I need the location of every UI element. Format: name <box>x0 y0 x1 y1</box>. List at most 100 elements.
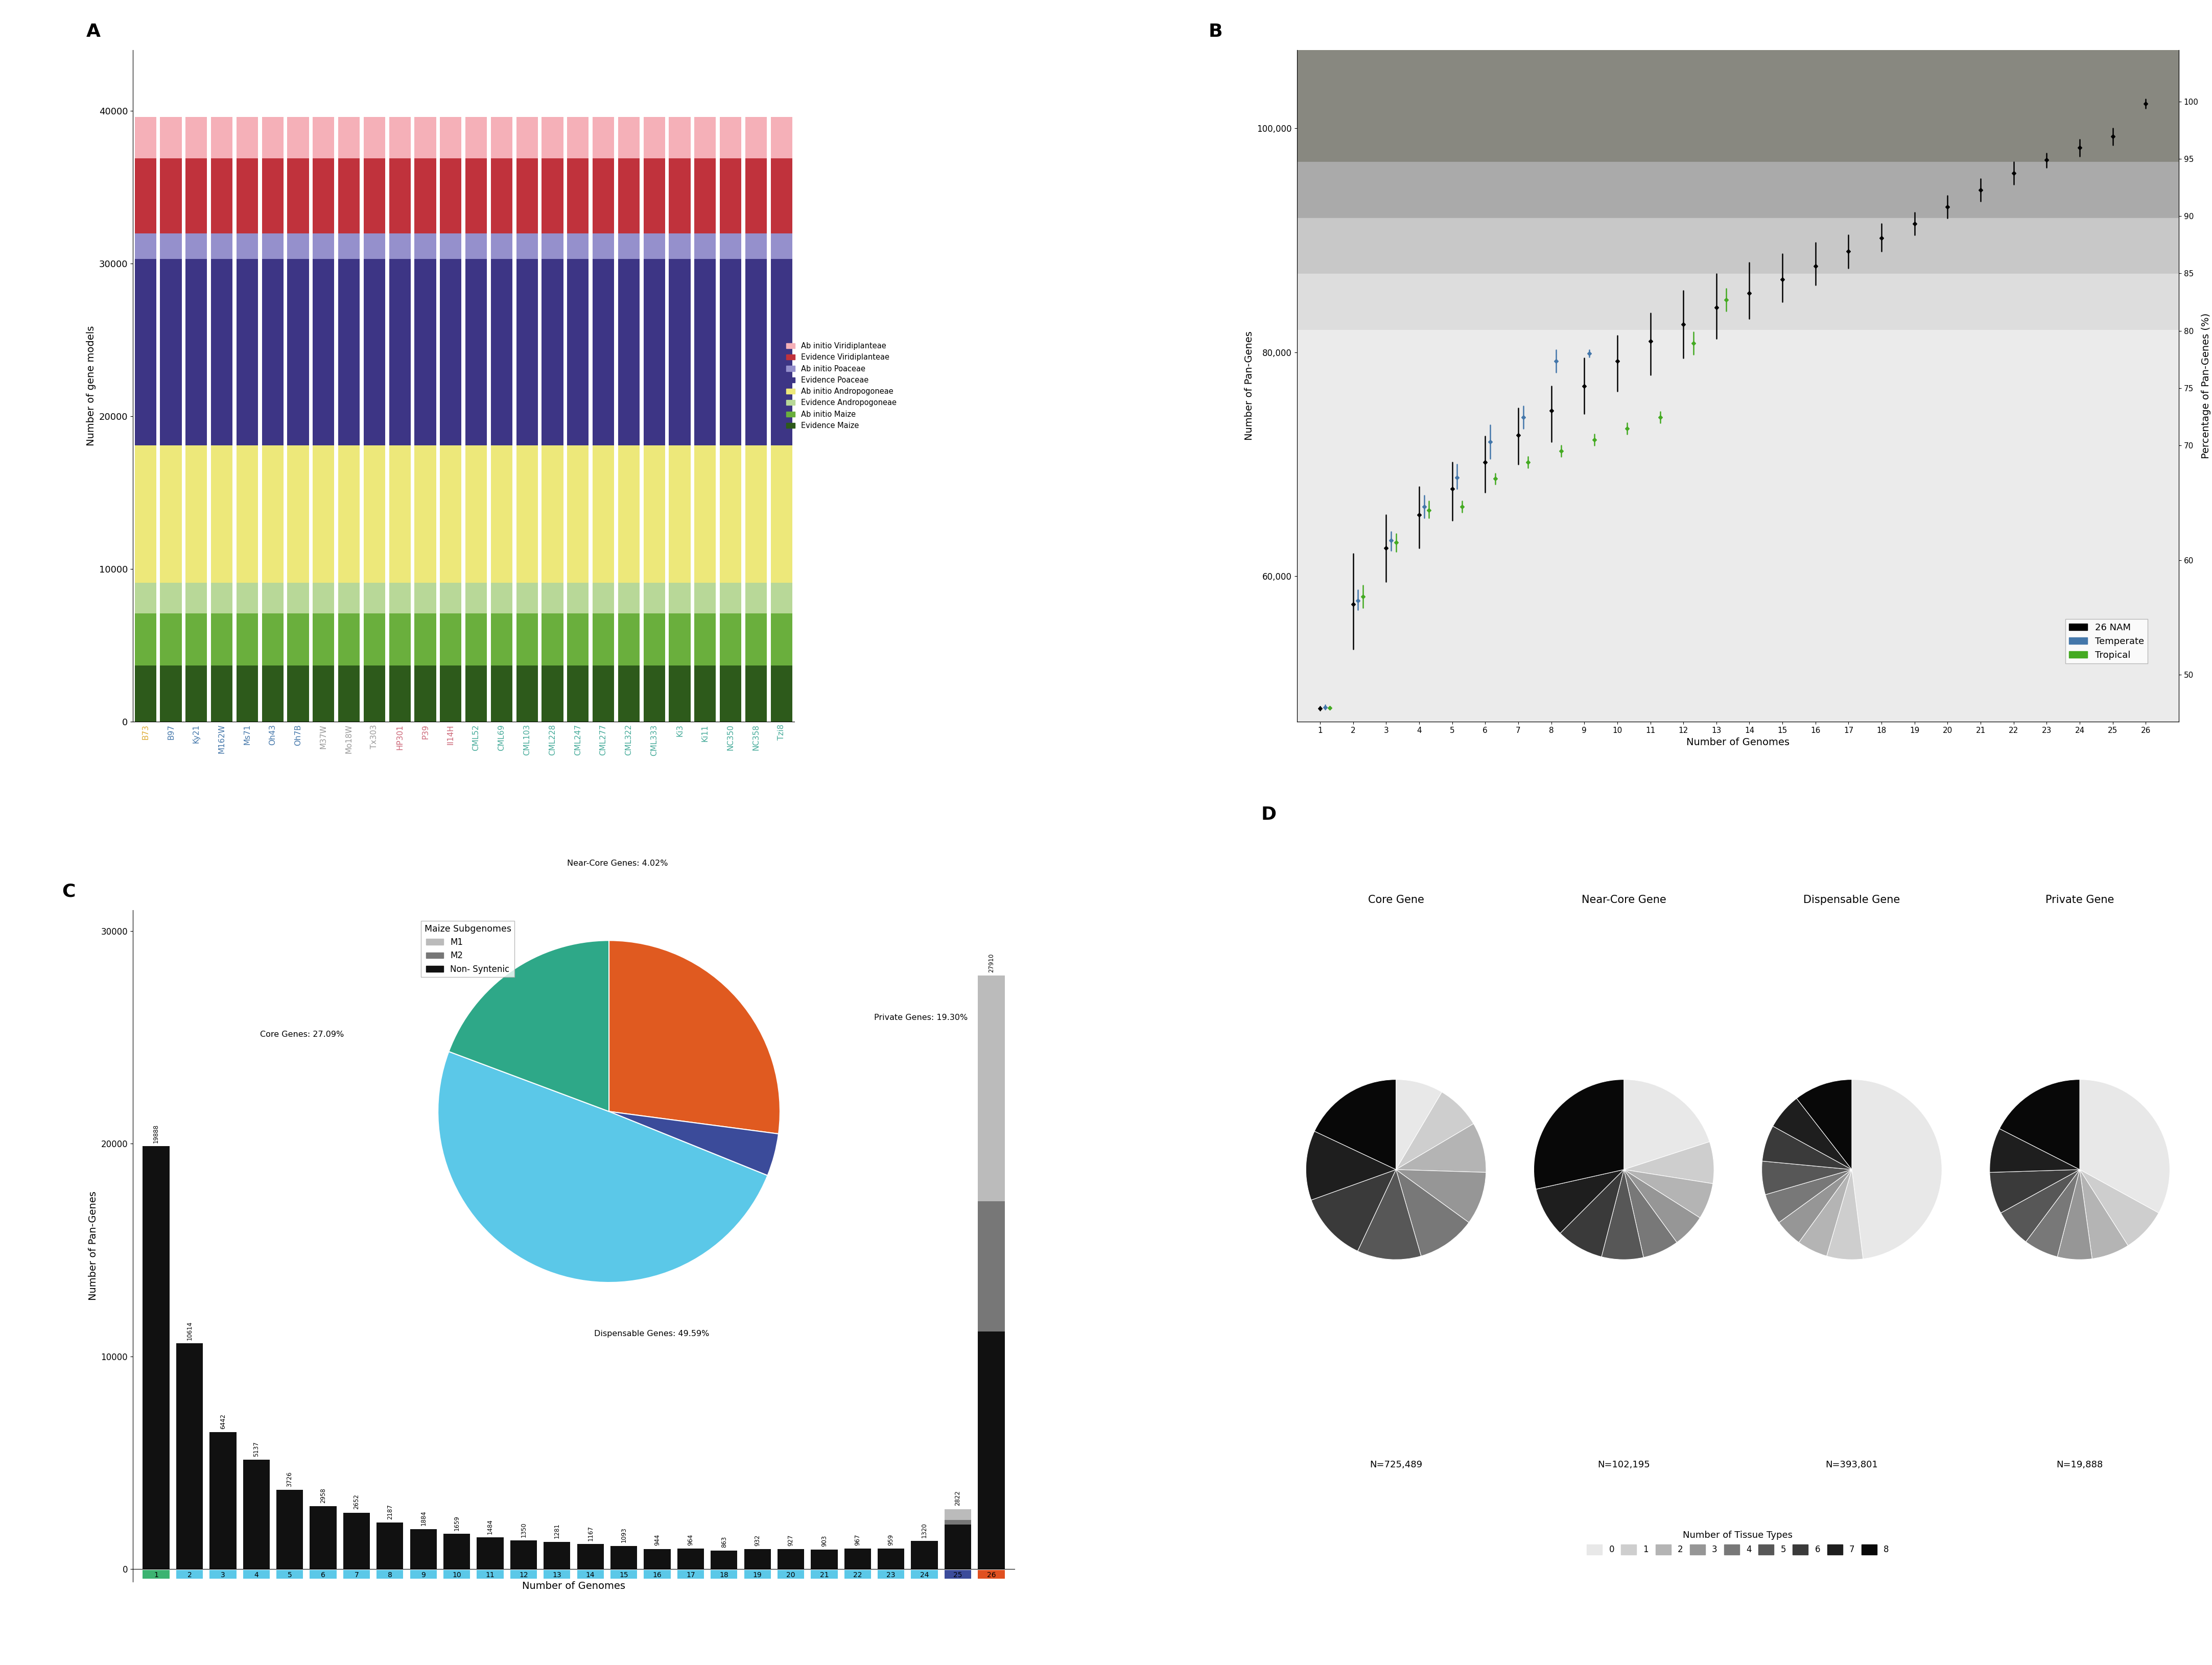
Bar <box>414 260 436 446</box>
Bar <box>719 158 741 233</box>
Bar <box>566 446 588 583</box>
Wedge shape <box>1624 1142 1714 1184</box>
Title: Near-Core Gene: Near-Core Gene <box>1582 894 1666 904</box>
Bar <box>409 1570 436 1578</box>
Bar <box>243 1570 270 1578</box>
Bar <box>719 583 741 613</box>
X-axis label: Number of Genomes: Number of Genomes <box>522 1582 626 1592</box>
Text: 1484: 1484 <box>487 1518 493 1533</box>
Text: 1281: 1281 <box>553 1523 560 1538</box>
Bar <box>465 446 487 583</box>
Bar <box>593 583 615 613</box>
Text: 10614: 10614 <box>186 1320 192 1340</box>
Bar <box>442 1533 471 1568</box>
Bar <box>644 260 666 446</box>
Bar <box>617 613 639 666</box>
Bar <box>276 1570 303 1578</box>
Bar <box>414 666 436 723</box>
Bar <box>343 1512 369 1568</box>
Bar <box>978 1200 1004 1332</box>
Y-axis label: Number of Pan-Genes: Number of Pan-Genes <box>1245 331 1254 441</box>
Bar <box>695 613 717 666</box>
Bar <box>210 158 232 233</box>
Bar <box>491 613 513 666</box>
Bar <box>617 233 639 260</box>
Bar <box>668 583 690 613</box>
Bar <box>261 583 283 613</box>
Bar <box>389 583 411 613</box>
Bar <box>414 233 436 260</box>
Bar <box>210 260 232 446</box>
Bar <box>276 1490 303 1568</box>
Bar <box>644 158 666 233</box>
Bar <box>845 1570 872 1578</box>
Bar <box>542 260 564 446</box>
Bar <box>668 260 690 446</box>
Text: 2958: 2958 <box>321 1489 327 1503</box>
Bar <box>243 1460 270 1568</box>
Bar <box>695 117 717 158</box>
Bar <box>442 1570 471 1578</box>
Bar <box>593 666 615 723</box>
Bar <box>542 117 564 158</box>
Bar <box>312 117 334 158</box>
Wedge shape <box>1624 1169 1677 1257</box>
Bar <box>135 583 157 613</box>
Bar <box>515 583 538 613</box>
Bar <box>945 1525 971 1568</box>
Bar <box>440 117 462 158</box>
Bar <box>593 446 615 583</box>
Y-axis label: Number of Pan-Genes: Number of Pan-Genes <box>88 1190 97 1300</box>
Bar <box>376 1522 403 1568</box>
Bar <box>745 666 768 723</box>
Bar <box>312 260 334 446</box>
Bar <box>845 1548 872 1568</box>
Text: 863: 863 <box>721 1537 728 1547</box>
Bar <box>312 233 334 260</box>
Bar <box>644 666 666 723</box>
Bar <box>237 117 259 158</box>
Text: 1884: 1884 <box>420 1510 427 1525</box>
Wedge shape <box>1765 1169 1851 1222</box>
Bar <box>159 583 181 613</box>
Text: 3726: 3726 <box>285 1472 292 1487</box>
Bar <box>210 117 232 158</box>
Bar <box>644 1570 670 1578</box>
Bar <box>593 613 615 666</box>
Bar <box>159 613 181 666</box>
Bar <box>414 613 436 666</box>
Bar <box>237 613 259 666</box>
Bar <box>491 233 513 260</box>
Bar <box>414 158 436 233</box>
Bar <box>743 1570 770 1578</box>
Text: 927: 927 <box>787 1535 794 1547</box>
Bar <box>644 117 666 158</box>
Bar <box>159 233 181 260</box>
Bar <box>719 117 741 158</box>
Bar <box>515 446 538 583</box>
Bar <box>186 666 208 723</box>
Bar <box>465 583 487 613</box>
Bar <box>644 446 666 583</box>
Bar <box>978 1332 1004 1568</box>
Wedge shape <box>2079 1169 2128 1259</box>
Bar <box>261 613 283 666</box>
Wedge shape <box>1763 1126 1851 1169</box>
Wedge shape <box>1358 1169 1420 1260</box>
Bar <box>261 666 283 723</box>
Bar <box>491 583 513 613</box>
Bar <box>577 1543 604 1568</box>
Bar <box>288 613 310 666</box>
Bar <box>288 260 310 446</box>
Bar <box>338 260 361 446</box>
Bar <box>945 1520 971 1525</box>
Text: C: C <box>62 882 75 901</box>
Bar <box>409 1528 436 1568</box>
Bar <box>312 666 334 723</box>
Bar <box>159 666 181 723</box>
Bar <box>945 1570 971 1578</box>
Bar <box>566 260 588 446</box>
Bar <box>617 260 639 446</box>
Bar <box>566 158 588 233</box>
Bar <box>911 1570 938 1578</box>
